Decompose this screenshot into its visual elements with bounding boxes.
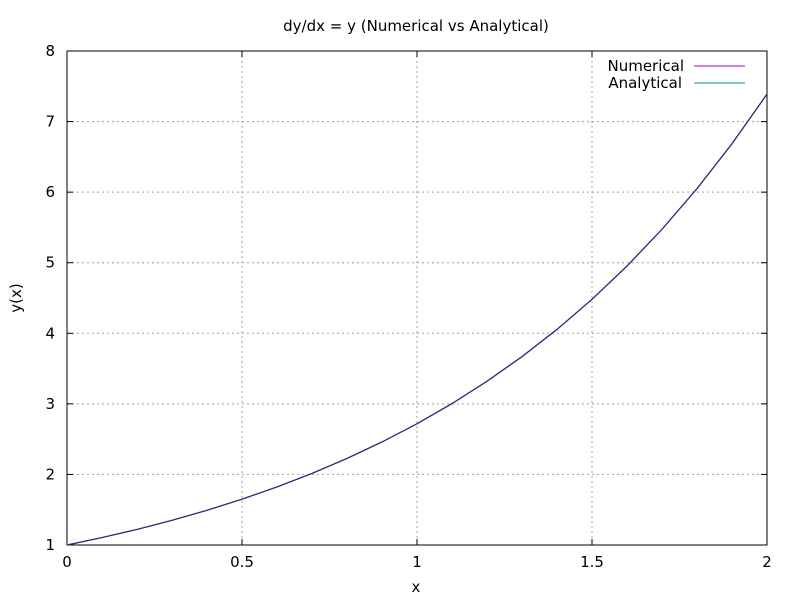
y-tick-label: 3: [45, 395, 55, 413]
legend-label-analytical: Analytical: [608, 74, 682, 92]
axis-tick-labels: 0 0.5 1 1.5 2 1 2 3 4 5 6 7 8: [45, 42, 771, 571]
x-tick-label: 2: [762, 553, 772, 571]
x-tick-label: 0: [62, 553, 72, 571]
y-tick-label: 1: [45, 536, 55, 554]
y-tick-label: 5: [45, 254, 55, 272]
y-tick-label: 8: [45, 42, 55, 60]
chart-title: dy/dx = y (Numerical vs Analytical): [283, 17, 549, 35]
y-axis-label: y(x): [7, 283, 25, 312]
y-tick-label: 7: [45, 113, 55, 131]
legend-label-numerical: Numerical: [607, 57, 684, 75]
legend: Numerical Analytical: [607, 57, 745, 92]
y-tick-label: 6: [45, 183, 55, 201]
y-tick-label: 4: [45, 324, 55, 342]
x-tick-label: 1: [412, 553, 422, 571]
series-line-analytical: [66, 93, 768, 546]
series: [66, 93, 768, 546]
grid: [67, 51, 767, 545]
x-axis-label: x: [412, 578, 421, 596]
y-tick-label: 2: [45, 465, 55, 483]
x-tick-label: 1.5: [580, 553, 604, 571]
x-tick-label: 0.5: [230, 553, 254, 571]
